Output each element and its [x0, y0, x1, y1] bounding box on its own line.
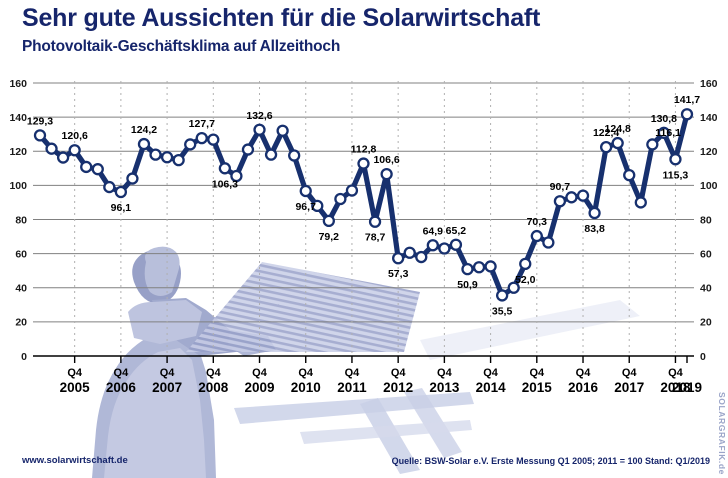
svg-text:50,9: 50,9	[457, 279, 478, 291]
svg-text:Q4: Q4	[160, 367, 176, 379]
svg-text:Q4: Q4	[483, 367, 499, 379]
svg-text:Q4: Q4	[67, 367, 83, 379]
svg-text:20: 20	[700, 317, 712, 329]
svg-text:2006: 2006	[106, 380, 137, 395]
svg-text:40: 40	[15, 283, 27, 295]
svg-text:0: 0	[21, 351, 27, 363]
svg-text:83,8: 83,8	[584, 223, 605, 235]
svg-text:79,2: 79,2	[319, 231, 340, 243]
svg-text:0: 0	[700, 351, 706, 363]
svg-text:120: 120	[700, 146, 718, 158]
svg-text:2019: 2019	[672, 380, 702, 395]
svg-text:115,3: 115,3	[663, 169, 689, 181]
solar-installer-illustration	[92, 246, 640, 478]
svg-text:2011: 2011	[337, 380, 367, 395]
svg-text:20: 20	[15, 317, 27, 329]
svg-text:132,6: 132,6	[246, 110, 272, 122]
svg-text:Q4: Q4	[298, 367, 314, 379]
svg-text:Q4: Q4	[252, 367, 268, 379]
source-note: Quelle: BSW-Solar e.V. Erste Messung Q1 …	[391, 456, 710, 466]
svg-text:140: 140	[9, 112, 27, 124]
svg-text:57,3: 57,3	[388, 268, 409, 280]
svg-text:Q4: Q4	[529, 367, 545, 379]
svg-text:127,7: 127,7	[189, 118, 215, 130]
svg-text:64,9: 64,9	[423, 225, 444, 237]
svg-text:70,3: 70,3	[527, 216, 548, 228]
y-axis-right-labels: 0 20 40 60 80 100 120 140 160	[700, 78, 718, 363]
svg-text:Q4: Q4	[206, 367, 222, 379]
svg-text:2018: 2018	[660, 380, 691, 395]
svg-text:124,8: 124,8	[605, 123, 631, 135]
svg-text:Q4: Q4	[437, 367, 453, 379]
svg-text:2015: 2015	[522, 380, 553, 395]
svg-text:130,8: 130,8	[651, 113, 677, 125]
svg-text:2010: 2010	[291, 380, 321, 395]
svg-text:2009: 2009	[244, 380, 274, 395]
svg-text:2012: 2012	[383, 380, 413, 395]
svg-text:Q4: Q4	[391, 367, 407, 379]
svg-text:120,6: 120,6	[62, 130, 88, 142]
solargrafik-watermark: SOLARGRAFIK.de	[717, 392, 727, 476]
svg-text:160: 160	[9, 78, 27, 90]
page-subtitle: Photovoltaik-Geschäftsklima auf Allzeith…	[22, 38, 341, 55]
data-value-labels: 129,3 120,6 96,1 124,2 127,7 106,3 132,6 96,7 79…	[27, 94, 700, 317]
x-axis-ticks	[33, 355, 694, 363]
svg-text:52,0: 52,0	[515, 274, 536, 286]
vertical-dashed-gridlines	[74, 81, 676, 356]
svg-text:96,7: 96,7	[295, 201, 316, 213]
svg-text:40: 40	[700, 283, 712, 295]
svg-text:140: 140	[700, 112, 718, 124]
website-link[interactable]: www.solarwirtschaft.de	[22, 455, 128, 466]
svg-text:129,3: 129,3	[27, 115, 53, 127]
svg-text:124,2: 124,2	[131, 124, 157, 136]
svg-text:141,7: 141,7	[674, 94, 700, 106]
svg-text:106,3: 106,3	[212, 178, 238, 190]
svg-text:96,1: 96,1	[111, 202, 132, 214]
svg-text:65,2: 65,2	[446, 225, 467, 237]
svg-text:78,7: 78,7	[365, 232, 386, 244]
svg-text:2013: 2013	[429, 380, 460, 395]
svg-text:100: 100	[9, 180, 27, 192]
svg-text:2014: 2014	[476, 380, 507, 395]
svg-text:80: 80	[700, 214, 712, 226]
page-title: Sehr gute Aussichten für die Solarwirtsc…	[22, 4, 541, 32]
svg-text:60: 60	[15, 248, 27, 260]
svg-text:160: 160	[700, 78, 718, 90]
svg-text:122,4: 122,4	[593, 127, 619, 139]
svg-text:Q4: Q4	[114, 367, 130, 379]
svg-text:2016: 2016	[568, 380, 599, 395]
y-axis-left-labels: 0 20 40 60 80 100 120 140 160	[9, 78, 27, 363]
svg-text:100: 100	[700, 180, 718, 192]
svg-text:35,5: 35,5	[492, 305, 513, 317]
svg-text:Q4: Q4	[622, 367, 638, 379]
svg-text:Q4: Q4	[668, 367, 684, 379]
svg-text:2005: 2005	[60, 380, 91, 395]
svg-text:106,6: 106,6	[373, 154, 399, 166]
x-axis-labels: Q42005Q42006Q42007Q42008Q42009Q42010Q420…	[60, 367, 702, 395]
svg-text:120: 120	[9, 146, 27, 158]
data-point-markers	[33, 108, 694, 302]
svg-text:Q4: Q4	[345, 367, 361, 379]
svg-text:90,7: 90,7	[550, 181, 571, 193]
svg-text:2007: 2007	[152, 380, 182, 395]
svg-text:Q4: Q4	[576, 367, 592, 379]
svg-text:112,8: 112,8	[351, 144, 377, 156]
svg-text:80: 80	[15, 214, 27, 226]
svg-text:60: 60	[700, 248, 712, 260]
svg-text:2008: 2008	[198, 380, 229, 395]
svg-text:116,1: 116,1	[655, 127, 681, 139]
svg-text:2017: 2017	[614, 380, 644, 395]
